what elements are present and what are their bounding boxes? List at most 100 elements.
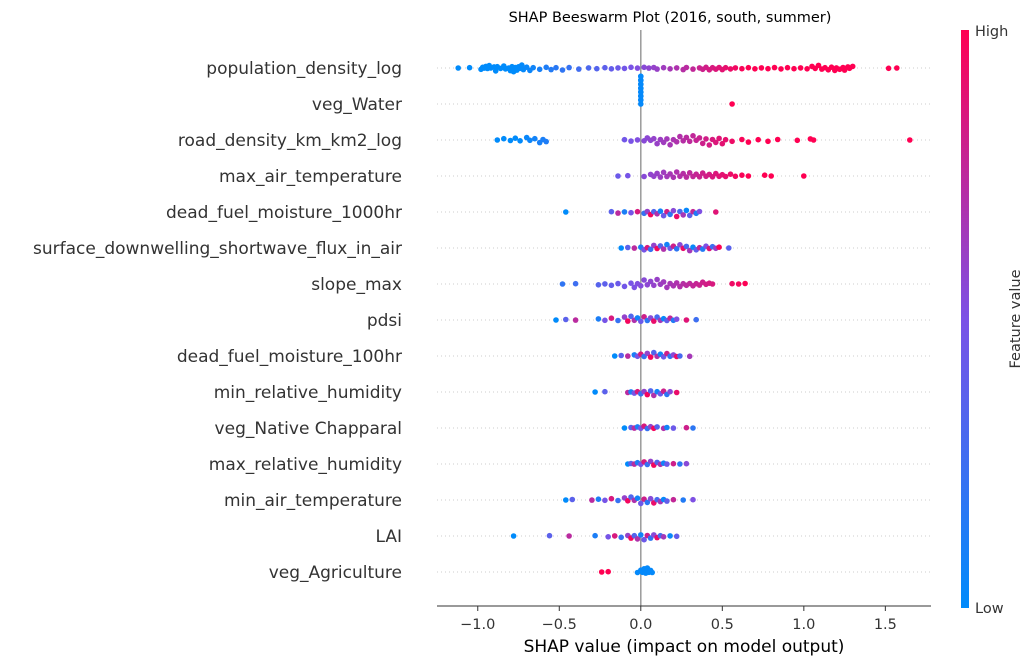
shap-point	[667, 142, 673, 148]
shap-point	[589, 497, 595, 503]
shap-point	[765, 65, 771, 72]
shap-point	[729, 280, 735, 287]
shap-point	[621, 425, 628, 431]
shap-point	[664, 136, 670, 142]
shap-point	[638, 101, 644, 107]
shap-point	[605, 534, 611, 540]
shap-point	[771, 64, 778, 71]
shap-point	[615, 317, 621, 324]
shap-point	[546, 532, 553, 539]
feature-label: slope_max	[311, 275, 402, 295]
shap-point	[615, 173, 621, 179]
shap-point	[621, 209, 628, 215]
shap-point	[618, 352, 624, 359]
shap-point	[670, 174, 677, 181]
shap-point	[804, 66, 810, 72]
shap-point	[641, 536, 647, 543]
shap-point	[548, 66, 554, 73]
shap-point	[628, 313, 634, 320]
shap-point	[696, 208, 703, 215]
shap-point	[647, 278, 654, 285]
shap-point	[677, 461, 683, 467]
shap-point	[631, 284, 638, 291]
shap-point	[654, 276, 660, 283]
shap-point	[638, 97, 644, 103]
shap-point	[664, 424, 670, 431]
shap-point	[693, 316, 699, 323]
shap-point	[716, 135, 722, 142]
feature-label: road_density_km_km2_log	[178, 131, 402, 151]
shap-point	[745, 64, 752, 71]
shap-point	[680, 497, 686, 503]
shap-point	[625, 353, 631, 359]
shap-point	[507, 137, 514, 144]
shap-point	[559, 67, 566, 73]
shap-point	[615, 497, 621, 504]
shap-point	[615, 65, 621, 71]
shap-point	[638, 532, 644, 538]
shap-point	[667, 533, 673, 539]
feature-label: pdsi	[367, 311, 402, 331]
shap-point	[563, 209, 569, 215]
shap-point	[686, 138, 693, 145]
shap-point	[553, 317, 559, 323]
shap-point	[719, 140, 726, 147]
shap-point	[660, 212, 667, 219]
feature-label: surface_downwelling_shortwave_flux_in_ai…	[33, 239, 402, 259]
shap-point	[634, 208, 641, 215]
shap-point	[677, 242, 683, 248]
shap-point	[618, 245, 624, 251]
shap-point	[791, 65, 797, 72]
shap-point	[641, 173, 647, 180]
shap-point	[634, 137, 641, 143]
shap-point	[660, 246, 667, 252]
shap-point	[519, 62, 525, 68]
shap-point	[727, 66, 734, 72]
shap-point	[664, 284, 670, 291]
shap-point	[543, 138, 549, 145]
shap-point	[761, 172, 768, 178]
shap-point	[667, 211, 673, 218]
feature-label: population_density_log	[206, 59, 402, 79]
colorbar-title: Feature value	[1008, 269, 1024, 368]
shap-point	[647, 495, 654, 502]
shap-point	[530, 64, 536, 71]
shap-point	[647, 388, 654, 394]
shap-point	[664, 241, 670, 248]
shap-point	[641, 314, 647, 320]
shap-point	[527, 137, 533, 144]
shap-point	[660, 169, 667, 176]
shap-point	[686, 212, 693, 219]
shap-point	[602, 497, 608, 504]
shap-point	[660, 279, 667, 285]
shap-point	[784, 64, 791, 71]
shap-point	[585, 65, 592, 71]
shap-point	[602, 388, 608, 395]
shap-point	[696, 135, 703, 141]
shap-point	[638, 89, 644, 95]
shap-point	[625, 318, 631, 324]
shap-point	[494, 137, 501, 143]
shap-point	[716, 244, 722, 250]
shap-point	[638, 81, 644, 87]
shap-point	[625, 244, 631, 251]
colorbar	[961, 30, 969, 608]
shap-point	[849, 63, 856, 70]
shap-point	[657, 174, 664, 180]
feature-labels: population_density_log veg_Water road_dens…	[33, 59, 402, 583]
shap-point	[654, 66, 660, 72]
shap-point	[594, 65, 600, 72]
shap-point	[654, 170, 660, 177]
shap-point	[907, 137, 913, 143]
shap-point	[810, 137, 817, 143]
shap-point	[660, 139, 667, 146]
points-layer	[455, 62, 913, 576]
shap-point	[673, 280, 680, 286]
shap-point	[621, 65, 628, 72]
shap-point	[765, 138, 771, 145]
shap-point	[729, 101, 735, 107]
x-tick-label: −1.0	[460, 617, 495, 633]
shap-point	[739, 172, 745, 178]
shap-point	[706, 142, 713, 148]
shap-point	[615, 210, 621, 216]
